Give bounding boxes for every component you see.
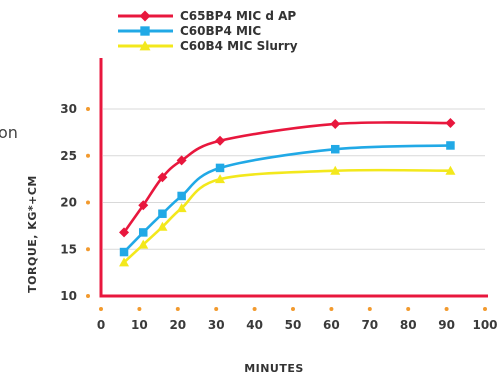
data-point bbox=[330, 165, 341, 175]
x-tick-label: 10 bbox=[131, 318, 148, 332]
series-line bbox=[123, 144, 451, 253]
y-tick-dot bbox=[86, 247, 90, 252]
x-tick-label: 90 bbox=[438, 318, 455, 332]
grid-lines bbox=[103, 108, 485, 250]
y-tick-dot bbox=[86, 107, 90, 111]
legend-item: C65BP4 MIC d AP bbox=[118, 9, 296, 23]
data-point bbox=[157, 172, 168, 183]
x-tick-dot bbox=[367, 307, 372, 311]
data-point bbox=[177, 191, 186, 201]
data-point bbox=[119, 247, 129, 257]
y-tick-label: 30 bbox=[60, 102, 77, 116]
data-point bbox=[138, 200, 149, 211]
series-3 bbox=[119, 165, 456, 267]
data-series bbox=[119, 118, 456, 267]
y-tick-label: 15 bbox=[60, 242, 77, 256]
x-tick-dot bbox=[252, 307, 257, 311]
legend-marker bbox=[139, 40, 151, 51]
data-point bbox=[138, 239, 149, 249]
x-tick-dot bbox=[406, 307, 411, 311]
x-tick-label: 80 bbox=[400, 318, 417, 332]
data-point bbox=[138, 228, 148, 237]
x-tick-dot bbox=[329, 307, 334, 311]
data-point bbox=[119, 257, 130, 267]
data-point bbox=[176, 203, 187, 213]
legend-marker bbox=[139, 10, 151, 22]
x-tick-labels: 0 10 20 30 40 50 60 70 80 90 100 bbox=[97, 307, 498, 332]
x-tick-dot bbox=[483, 307, 487, 311]
x-tick-dot bbox=[444, 307, 449, 311]
data-point bbox=[157, 221, 168, 231]
y-tick-dot bbox=[86, 153, 90, 158]
x-tick-dot bbox=[137, 307, 142, 311]
legend-item: C60B4 MIC Slurry bbox=[118, 39, 298, 53]
x-tick-label: 0 bbox=[97, 318, 105, 332]
data-point bbox=[158, 209, 167, 218]
data-point bbox=[445, 165, 456, 175]
data-point bbox=[215, 163, 225, 173]
y-tick-label: 25 bbox=[60, 149, 77, 163]
x-tick-label: 20 bbox=[169, 318, 186, 332]
data-point bbox=[119, 227, 130, 238]
series-line bbox=[123, 168, 451, 264]
x-tick-label: 30 bbox=[208, 318, 225, 332]
y-tick-dot bbox=[86, 200, 90, 205]
y-axis-title: TORQUE, KG*+CM bbox=[26, 175, 39, 293]
x-tick-dot bbox=[99, 307, 103, 311]
data-point bbox=[215, 174, 226, 184]
edge-text-fragment: on bbox=[0, 123, 18, 142]
legend-label: C60BP4 MIC bbox=[180, 24, 261, 38]
x-axis-title: MINUTES bbox=[244, 362, 304, 375]
x-tick-label: 70 bbox=[361, 318, 378, 332]
y-tick-label: 10 bbox=[60, 289, 77, 303]
legend-item: C60BP4 MIC bbox=[118, 24, 261, 38]
legend-label: C60B4 MIC Slurry bbox=[180, 39, 298, 53]
x-tick-dot bbox=[214, 307, 219, 311]
data-point bbox=[330, 144, 340, 154]
data-point bbox=[445, 118, 456, 129]
legend-label: C65BP4 MIC d AP bbox=[180, 9, 296, 23]
series-2 bbox=[119, 141, 455, 257]
x-tick-label: 100 bbox=[472, 318, 497, 332]
data-point bbox=[215, 135, 226, 146]
x-tick-label: 40 bbox=[246, 318, 263, 332]
y-tick-label: 20 bbox=[60, 196, 77, 210]
axes bbox=[99, 58, 488, 298]
x-tick-dot bbox=[175, 307, 180, 311]
data-point bbox=[176, 155, 187, 166]
y-tick-labels: 10 15 20 25 30 bbox=[60, 102, 90, 303]
legend-marker bbox=[140, 26, 150, 36]
y-tick-dot bbox=[86, 294, 90, 298]
series-1 bbox=[119, 118, 456, 238]
x-tick-dot bbox=[291, 307, 295, 311]
data-point bbox=[446, 141, 455, 150]
x-tick-label: 50 bbox=[285, 318, 302, 332]
data-point bbox=[330, 118, 341, 129]
x-tick-label: 60 bbox=[323, 318, 340, 332]
